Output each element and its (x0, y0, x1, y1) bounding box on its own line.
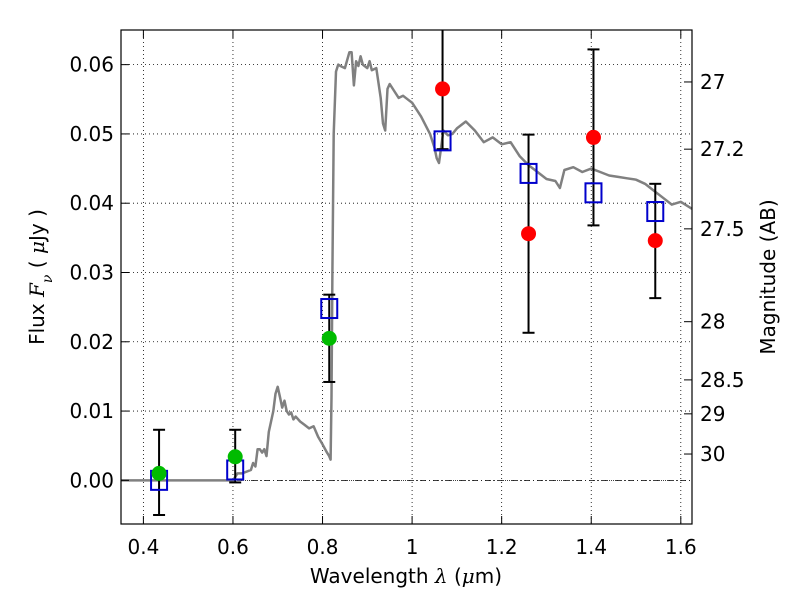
y-axis-unit-mu: μ (25, 241, 49, 254)
y-axis-label: Flux Fν ( μJy ) (25, 209, 56, 345)
grid-lines (121, 30, 692, 524)
tick-labels: 0.4 0.6 0.8 1 1.2 1.4 1.6 0.00 0.01 0.02 0.03 0.04 0… (69, 53, 744, 559)
observed-flux-point-green (151, 465, 167, 481)
x-tick-label: 0.6 (217, 535, 249, 559)
observed-flux-point-red (647, 233, 663, 249)
y2-tick-label: 27.5 (700, 217, 745, 241)
y-axis-label-text: Flux (25, 297, 49, 345)
y-tick-label: 0.01 (69, 399, 114, 423)
y-tick-label: 0.00 (69, 468, 114, 492)
x-tick-label: 1.2 (486, 535, 518, 559)
y-axis-unit-open: ( (25, 254, 49, 275)
x-tick-label: 0.8 (307, 535, 339, 559)
x-tick-label: 1 (406, 535, 419, 559)
model-flux-square (584, 182, 603, 204)
x-tick-label: 1.4 (575, 535, 607, 559)
y2-tick-label: 29 (700, 402, 725, 426)
x-axis-symbol: λ (434, 564, 448, 588)
model-flux-square (646, 201, 665, 223)
x-axis-label: Wavelength λ (μm) (310, 564, 502, 588)
y-axis-subscript: ν (40, 274, 56, 283)
x-tick-label: 0.4 (127, 535, 159, 559)
plot-frame (120, 29, 693, 525)
y-axis-symbol: F (25, 282, 49, 298)
x-axis-unit-open: ( (448, 564, 462, 588)
y-tick-label: 0.02 (69, 330, 114, 354)
x-axis-unit-rest: m) (475, 564, 502, 588)
y-tick-label: 0.04 (69, 191, 114, 215)
model-flux-square (519, 162, 538, 184)
y-tick-label: 0.03 (69, 260, 114, 284)
y2-tick-label: 30 (700, 442, 725, 466)
y2-tick-label: 27.2 (700, 137, 745, 161)
secondary-y-axis-label: Magnitude (AB) (756, 199, 780, 354)
model-spectrum-line (121, 50, 692, 482)
x-tick-label: 1.6 (665, 535, 697, 559)
axis-ticks (121, 30, 692, 524)
y2-tick-label: 27 (700, 70, 725, 94)
x-axis-label-text: Wavelength (310, 564, 435, 588)
model-flux-square (433, 130, 452, 152)
model-flux-square (320, 298, 339, 320)
y2-tick-label: 28.5 (700, 368, 745, 392)
y-tick-label: 0.06 (69, 53, 114, 77)
x-axis-unit-mu: μ (462, 564, 475, 588)
observed-flux-point-green (227, 449, 243, 465)
observed-flux-point-red (521, 226, 537, 242)
y-axis-unit-rest: Jy ) (25, 209, 49, 243)
observed-flux-point-green (321, 330, 337, 346)
observed-flux-point-red (585, 129, 601, 145)
y2-tick-label: 28 (700, 310, 725, 334)
model-spectrum-layer (121, 50, 692, 482)
data-markers (150, 81, 665, 491)
error-bars (153, 30, 662, 516)
y-tick-label: 0.05 (69, 122, 114, 146)
observed-flux-point-red (435, 81, 451, 97)
